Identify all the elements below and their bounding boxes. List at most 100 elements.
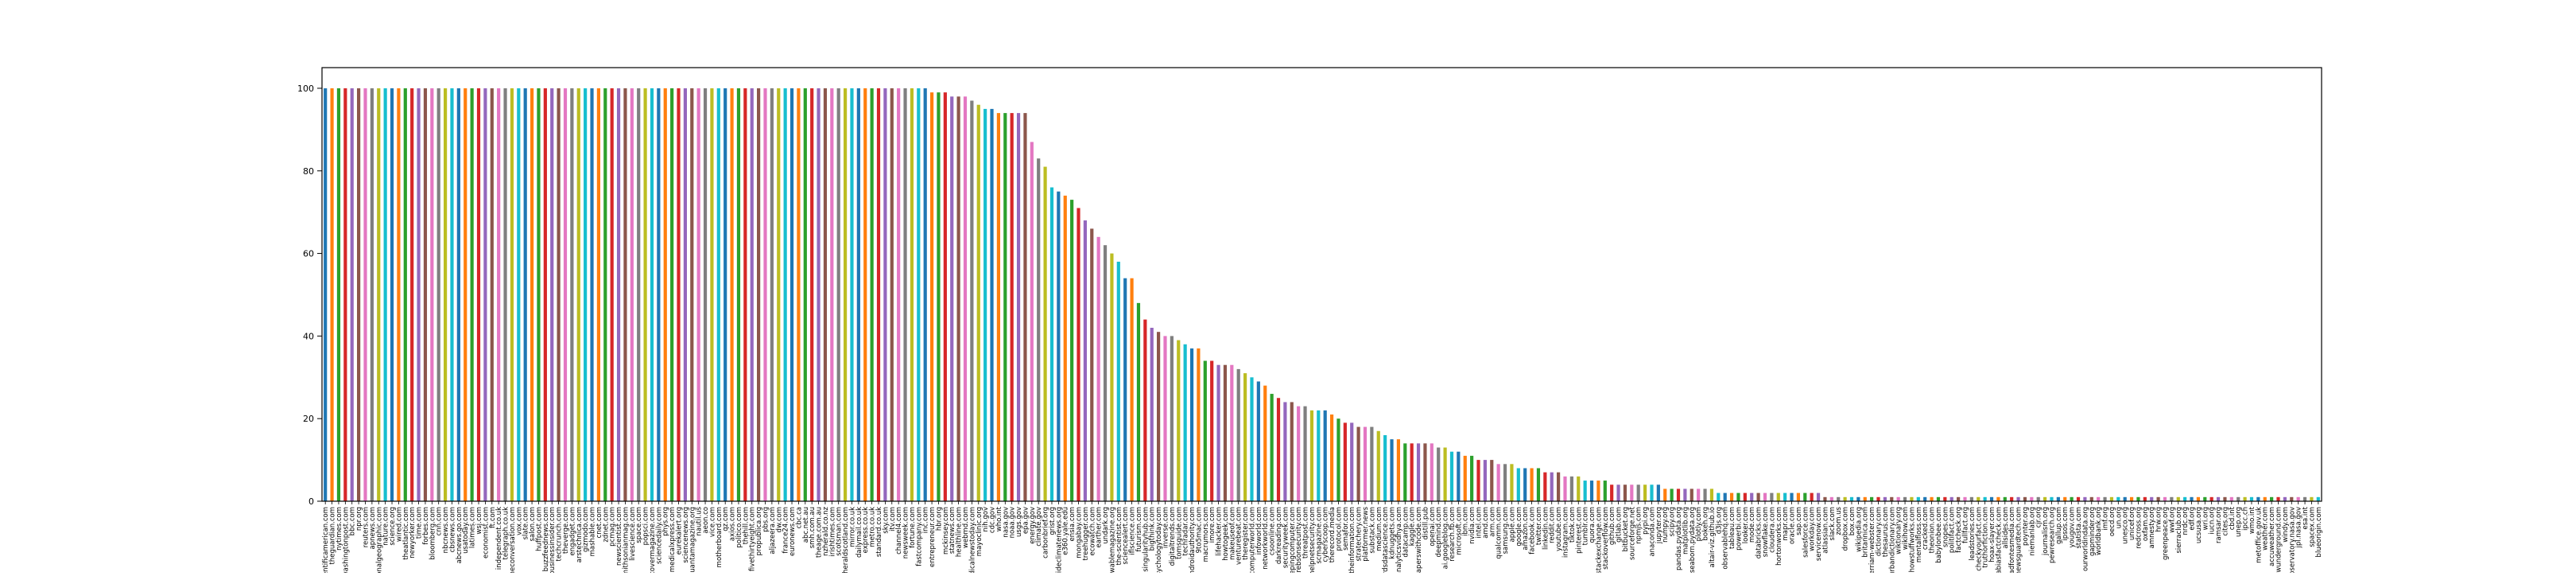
- x-tick-label: fortune.com: [909, 507, 917, 548]
- x-tick-label: zoom.us: [1835, 506, 1843, 535]
- bar: [643, 88, 647, 501]
- bar: [2010, 496, 2014, 501]
- x-tick-label: pypi.org: [1642, 507, 1650, 535]
- x-tick-label: wunderground.com: [2275, 507, 2283, 573]
- x-tick-label: statnews.com: [949, 507, 956, 554]
- x-tick-label: androidauthority.com: [1189, 507, 1197, 573]
- bar: [1636, 485, 1640, 501]
- bar: [1383, 434, 1387, 501]
- bar: [2203, 496, 2207, 501]
- bar: [1903, 496, 1907, 501]
- x-tick-label: inverse.com: [1162, 507, 1170, 548]
- bar: [370, 88, 374, 501]
- x-tick-label: makeuseof.com: [1228, 507, 1236, 560]
- bar: [1016, 113, 1021, 501]
- bar: [576, 88, 580, 501]
- x-tick-label: aeon.co: [702, 507, 710, 534]
- x-tick-label: bloomberg.com: [429, 507, 436, 560]
- bar: [2190, 496, 2194, 501]
- x-tick-label: medicalnewstoday.com: [968, 507, 976, 573]
- bar: [670, 88, 674, 501]
- x-tick-label: bleepingcomputer.com: [1289, 507, 1297, 573]
- x-tick-label: livescience.com: [629, 507, 637, 561]
- x-tick-label: atlassian.com: [1821, 507, 1829, 554]
- x-tick-label: telegraph.co.uk: [502, 507, 510, 560]
- x-tick-label: nationalgeographic.com: [375, 507, 383, 573]
- bar: [1890, 496, 1894, 501]
- bar: [1356, 426, 1360, 501]
- bar: [1510, 464, 1514, 501]
- x-tick-label: esa.int: [2302, 506, 2310, 529]
- x-tick-label: networkworld.com: [1262, 507, 1270, 570]
- y-tick-label: 60: [303, 249, 314, 259]
- bar: [1543, 472, 1547, 501]
- x-tick-label: hrw.org: [2155, 507, 2163, 532]
- bar: [1049, 187, 1054, 501]
- bar: [1736, 492, 1740, 501]
- bar: [476, 88, 481, 501]
- bar: [2237, 496, 2240, 501]
- bar: [1536, 468, 1541, 501]
- bar: [2076, 496, 2081, 501]
- x-tick-label: scipy.org: [1669, 507, 1677, 536]
- x-tick-label: cjr.org: [2035, 507, 2043, 527]
- x-tick-label: stackoverflow.com: [1602, 507, 1610, 570]
- x-tick-label: yougov.com: [2069, 507, 2077, 547]
- x-tick-label: heraldscotland.com: [842, 507, 850, 573]
- x-tick-label: aljazeera.com: [769, 507, 777, 555]
- bar: [497, 88, 501, 501]
- x-tick-label: checkyourfact.com: [1975, 507, 1983, 571]
- bar: [1390, 439, 1394, 501]
- x-tick-label: cracked.com: [1922, 507, 1930, 550]
- bar: [2150, 496, 2154, 501]
- bar: [2129, 496, 2134, 501]
- x-tick-label: cites.org: [2221, 507, 2229, 536]
- x-tick-label: knowablemagazine.org: [1108, 507, 1116, 573]
- bar: [743, 88, 747, 501]
- x-tick-label: mashable.com: [589, 507, 597, 556]
- bar: [2043, 496, 2047, 501]
- x-tick-label: sourceforge.net: [1628, 506, 1636, 560]
- x-tick-label: blueorigin.com: [2315, 507, 2323, 557]
- bar: [650, 88, 654, 501]
- x-tick-label: mckinsey.com: [942, 507, 950, 555]
- x-tick-label: darkreading.com: [1275, 507, 1283, 564]
- x-tick-label: microsoft.com: [1455, 507, 1463, 555]
- bar: [730, 88, 734, 501]
- bar: [1423, 443, 1427, 501]
- x-tick-label: protocol.com: [1335, 507, 1343, 551]
- bar: [663, 88, 667, 501]
- x-tick-label: buzzfeednews.com: [542, 507, 550, 571]
- bar: [490, 88, 494, 501]
- x-tick-label: fivethirtyeight.com: [749, 507, 757, 571]
- bar: [917, 88, 921, 501]
- x-tick-label: accuweather.com: [2268, 507, 2276, 566]
- x-tick-label: sap.com: [1795, 507, 1803, 535]
- bar: [1770, 492, 1774, 501]
- x-tick-label: infoworld.com: [1255, 507, 1263, 555]
- x-tick-label: futurism.com: [1135, 507, 1143, 552]
- bar: [2016, 496, 2020, 501]
- x-tick-label: github.com: [1608, 507, 1616, 545]
- x-tick-label: statista.com: [2075, 507, 2083, 549]
- x-tick-label: nytimes.com: [336, 507, 343, 551]
- x-tick-label: looker.com: [1742, 507, 1750, 543]
- bar: [2216, 496, 2221, 501]
- bar: [2249, 496, 2254, 501]
- bar: [2023, 496, 2027, 501]
- x-tick-label: pinterest.com: [1575, 507, 1583, 554]
- x-tick-label: thehill.com: [742, 507, 750, 544]
- x-tick-label: e360.yale.edu: [1062, 507, 1070, 555]
- x-tick-label: d3js.org: [1715, 507, 1723, 534]
- x-tick-label: kaggle.com: [1409, 507, 1417, 546]
- bar: [1989, 496, 1994, 501]
- bar: [943, 92, 947, 501]
- bar: [1163, 336, 1167, 501]
- y-tick-label: 20: [303, 414, 314, 424]
- bar: [570, 88, 574, 501]
- x-tick-label: mediabiasfactcheck.com: [1995, 507, 2003, 573]
- bar: [1136, 302, 1141, 501]
- bar: [2116, 496, 2120, 501]
- bar: [1683, 488, 1687, 501]
